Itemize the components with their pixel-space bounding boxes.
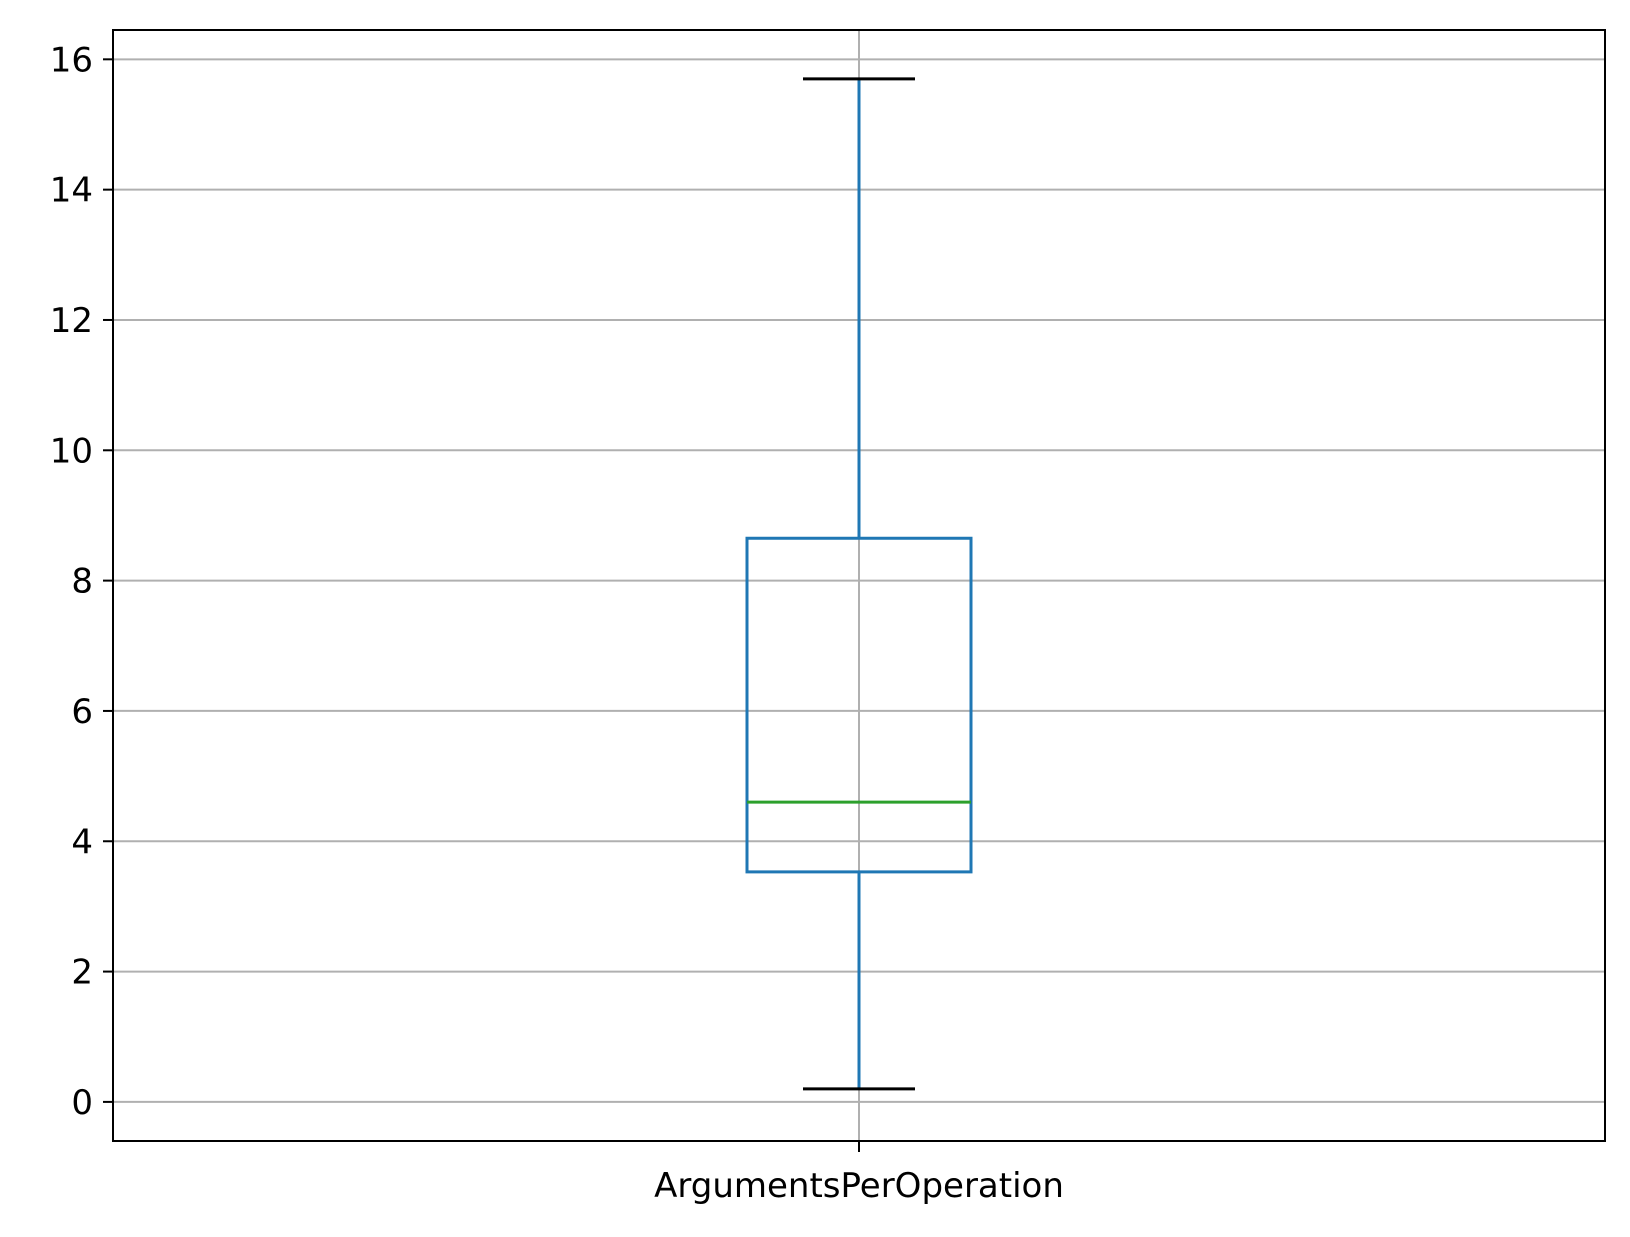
y-tick-label: 2 [71,953,93,993]
y-tick-label: 4 [71,822,93,862]
box-plot-layer [745,77,973,1091]
y-tick-label: 10 [50,431,93,471]
y-tick-label: 12 [50,301,93,341]
axis-ticks: 0 2 4 6 8 10 12 14 16 ArgumentsPerOperation [50,40,1064,1206]
x-tick-label: ArgumentsPerOperation [654,1166,1064,1206]
y-tick-label: 0 [71,1083,93,1123]
y-tick-label: 8 [71,562,93,602]
y-tick-label: 14 [50,171,93,211]
y-tick-label: 16 [50,40,93,80]
interquartile-box [745,536,973,874]
y-tick-label: 6 [71,692,93,732]
